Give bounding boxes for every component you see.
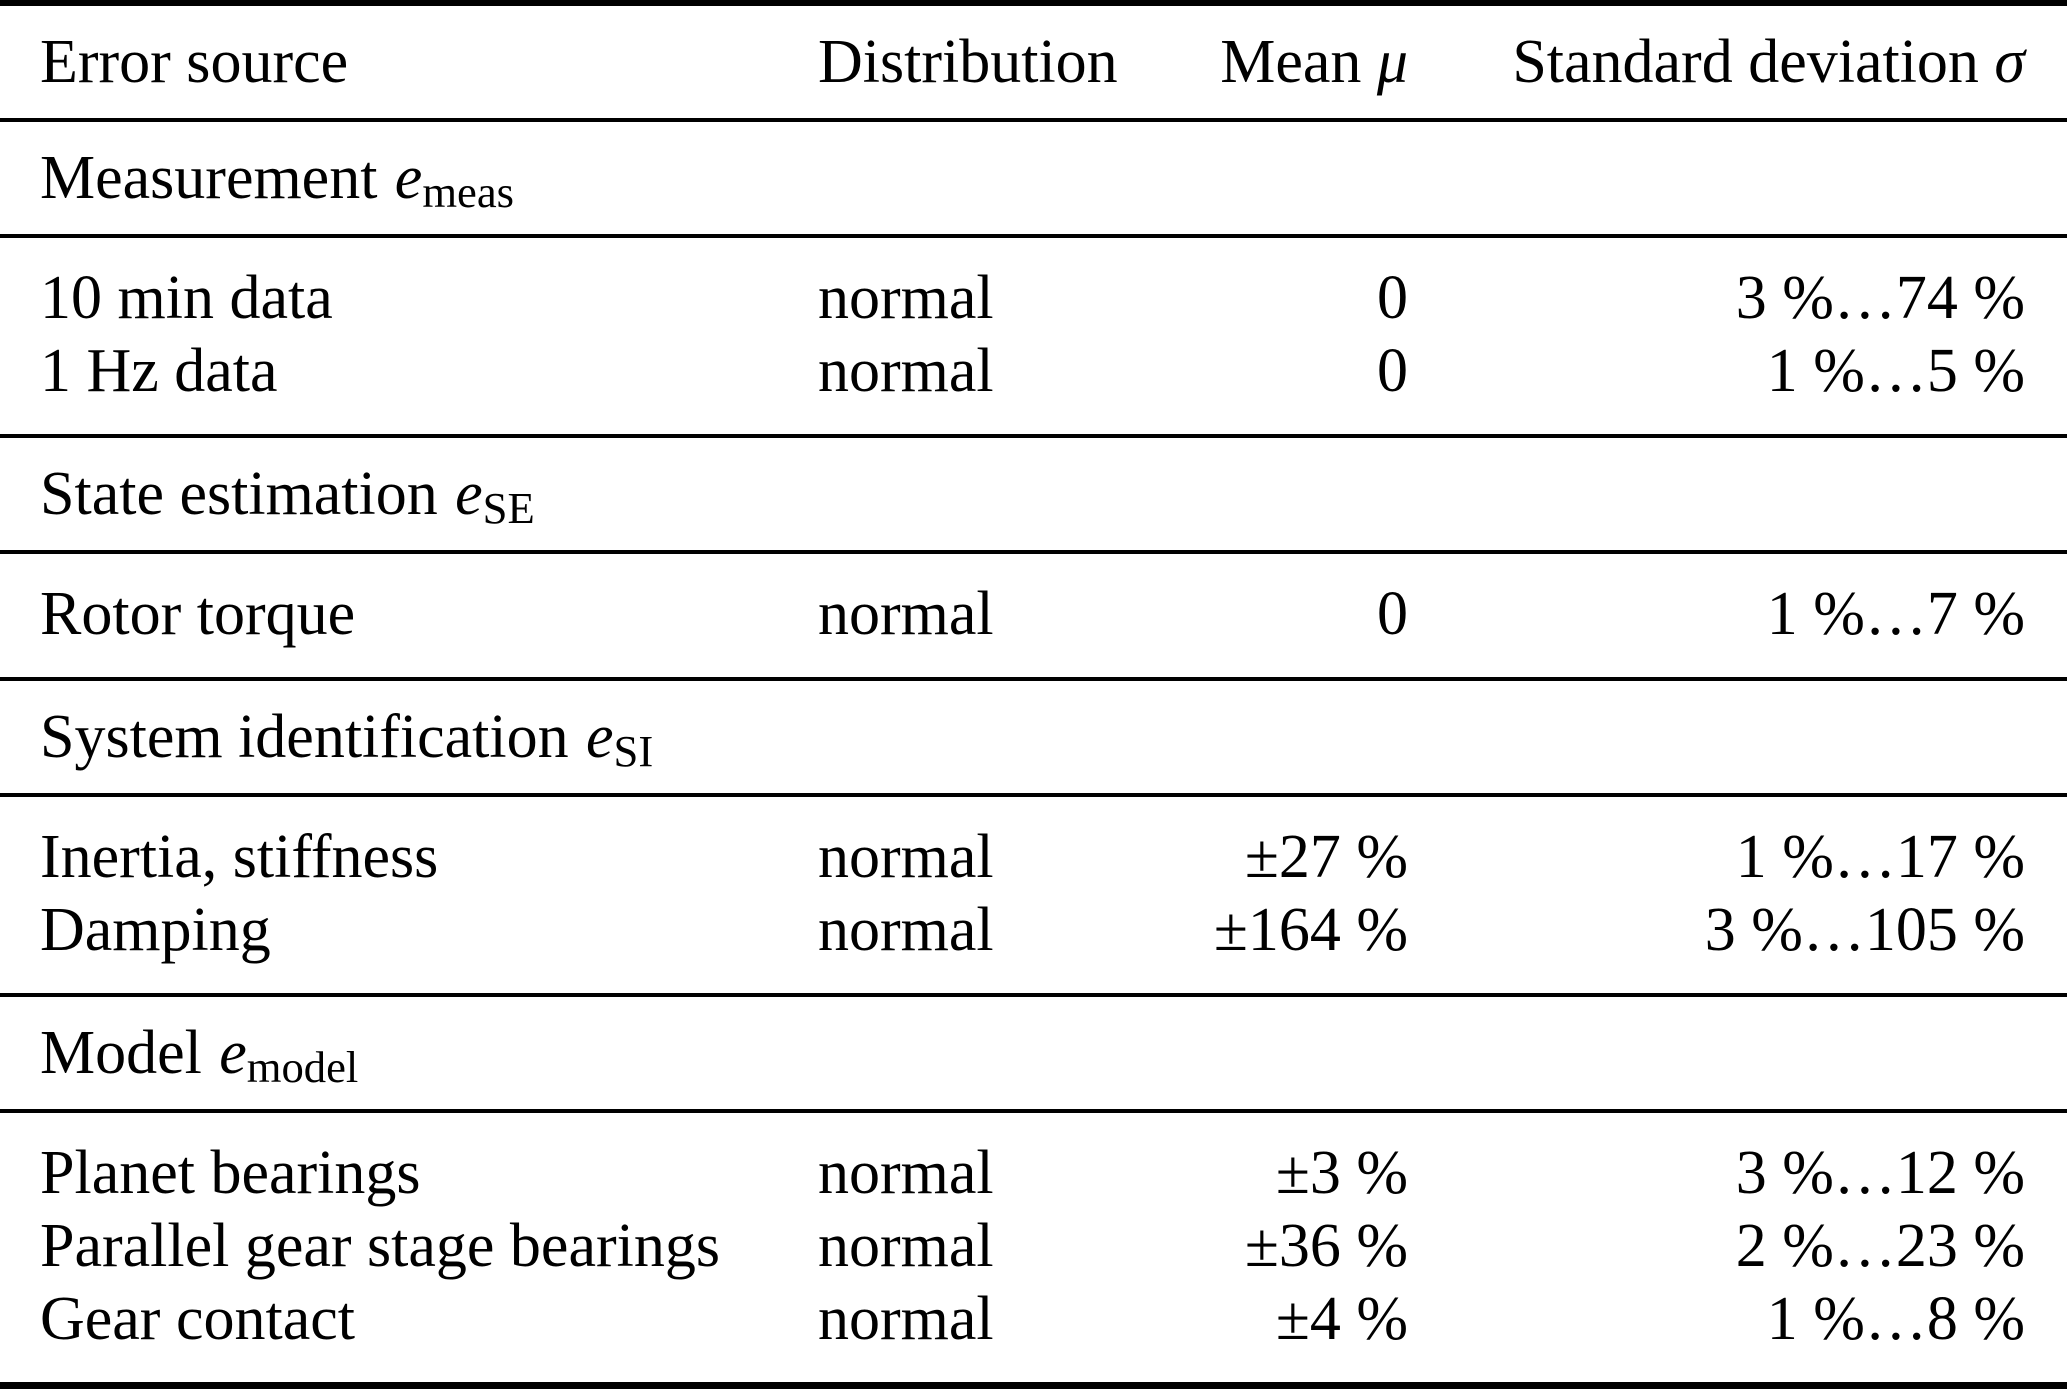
cell-distribution: normal bbox=[818, 823, 994, 891]
cell-std: 2 %…23 % bbox=[1735, 1212, 2025, 1280]
cell-distribution: normal bbox=[818, 896, 994, 964]
cell-distribution: normal bbox=[818, 1212, 994, 1280]
section-title-text: Measurement bbox=[40, 143, 378, 212]
error-symbol: e bbox=[394, 143, 423, 212]
column-header-label: Distribution bbox=[818, 27, 1118, 96]
cell-std: 1 %…5 % bbox=[1766, 337, 2025, 405]
cell-error-source: Parallel gear stage bearings bbox=[40, 1212, 720, 1280]
table-row: Rotor torque normal 0 1 %…7 % bbox=[0, 578, 2067, 651]
table-row: Gear contact normal ±4 % 1 %…8 % bbox=[0, 1283, 2067, 1356]
section-title: System identification eSI bbox=[40, 702, 654, 777]
cell-std: 3 %…105 % bbox=[1704, 896, 2025, 964]
header-bottom-rule bbox=[0, 118, 2067, 122]
sigma-symbol: σ bbox=[1994, 27, 2025, 96]
section-rule bbox=[0, 550, 2067, 554]
section-title-text: State estimation bbox=[40, 459, 438, 528]
cell-mean: 0 bbox=[1377, 264, 1408, 332]
section-header: System identification eSI bbox=[0, 681, 2067, 793]
error-symbol-subscript: SI bbox=[613, 726, 654, 777]
column-header-label: Standard deviation bbox=[1512, 27, 1979, 96]
cell-error-source: 10 min data bbox=[40, 264, 333, 332]
cell-error-source: Gear contact bbox=[40, 1285, 355, 1353]
section-title-text: Model bbox=[40, 1018, 202, 1087]
cell-error-source: Inertia, stiffness bbox=[40, 823, 439, 891]
cell-error-source: Damping bbox=[40, 896, 271, 964]
cell-mean: ±36 % bbox=[1244, 1212, 1408, 1280]
cell-distribution: normal bbox=[818, 1285, 994, 1353]
section-rule bbox=[0, 434, 2067, 438]
error-symbol-subscript: SE bbox=[482, 483, 535, 534]
data-band: 10 min data normal 0 3 %…74 % 1 Hz data norma… bbox=[0, 238, 2067, 434]
table-row: Inertia, stiffness normal ±27 % 1 %…17 % bbox=[0, 821, 2067, 894]
table-row: Parallel gear stage bearings normal ±36 % 2… bbox=[0, 1210, 2067, 1283]
cell-mean: 0 bbox=[1377, 580, 1408, 648]
cell-distribution: normal bbox=[818, 1139, 994, 1207]
data-band: Rotor torque normal 0 1 %…7 % bbox=[0, 554, 2067, 677]
column-header-mean: Mean μ bbox=[1138, 27, 1408, 98]
section-rule bbox=[0, 793, 2067, 797]
cell-error-source: Planet bearings bbox=[40, 1139, 421, 1207]
error-symbol-subscript: model bbox=[246, 1042, 359, 1093]
cell-mean: ±4 % bbox=[1275, 1285, 1408, 1353]
cell-distribution: normal bbox=[818, 580, 994, 648]
error-symbol: e bbox=[586, 702, 614, 771]
table-top-rule bbox=[0, 0, 2067, 6]
cell-distribution: normal bbox=[818, 264, 994, 332]
data-band: Planet bearings normal ±3 % 3 %…12 % Paralle… bbox=[0, 1113, 2067, 1382]
section-rule bbox=[0, 1109, 2067, 1113]
cell-error-source: 1 Hz data bbox=[40, 337, 278, 405]
cell-error-source: Rotor torque bbox=[40, 580, 356, 648]
cell-std: 1 %…17 % bbox=[1735, 823, 2025, 891]
section-rule bbox=[0, 677, 2067, 681]
error-symbol: e bbox=[455, 459, 483, 528]
table-row: Damping normal ±164 % 3 %…105 % bbox=[0, 894, 2067, 967]
column-header-distribution: Distribution bbox=[818, 27, 1138, 98]
column-header-label: Mean bbox=[1220, 27, 1362, 96]
table-row: 10 min data normal 0 3 %…74 % bbox=[0, 262, 2067, 335]
section-header: State estimation eSE bbox=[0, 438, 2067, 550]
column-header-label: Error source bbox=[40, 27, 349, 96]
section-rule bbox=[0, 993, 2067, 997]
table-row: 1 Hz data normal 0 1 %…5 % bbox=[0, 335, 2067, 408]
error-symbol: e bbox=[219, 1018, 247, 1087]
cell-mean: ±3 % bbox=[1275, 1139, 1408, 1207]
data-band: Inertia, stiffness normal ±27 % 1 %…17 % Dam… bbox=[0, 797, 2067, 993]
table-header-row: Error source Distribution Mean μ Standard… bbox=[0, 6, 2067, 118]
column-header-std: Standard deviation σ bbox=[1408, 27, 2025, 98]
section-header: Model emodel bbox=[0, 997, 2067, 1109]
section-title: Model emodel bbox=[40, 1018, 359, 1093]
cell-std: 3 %…12 % bbox=[1735, 1139, 2025, 1207]
table-bottom-rule bbox=[0, 1382, 2067, 1389]
cell-std: 1 %…7 % bbox=[1766, 580, 2025, 648]
table-body: Measurement emeas 10 min data normal 0 3 %…74… bbox=[0, 122, 2067, 1389]
cell-mean: ±164 % bbox=[1213, 896, 1408, 964]
cell-mean: ±27 % bbox=[1244, 823, 1408, 891]
section-title: Measurement emeas bbox=[40, 143, 515, 218]
cell-std: 1 %…8 % bbox=[1766, 1285, 2025, 1353]
cell-distribution: normal bbox=[818, 337, 994, 405]
cell-mean: 0 bbox=[1377, 337, 1408, 405]
table-row: Planet bearings normal ±3 % 3 %…12 % bbox=[0, 1137, 2067, 1210]
section-title-text: System identification bbox=[40, 702, 569, 771]
section-header: Measurement emeas bbox=[0, 122, 2067, 234]
section-title: State estimation eSE bbox=[40, 459, 535, 534]
mu-symbol: μ bbox=[1376, 27, 1408, 96]
section-rule bbox=[0, 234, 2067, 238]
error-symbol-subscript: meas bbox=[422, 167, 515, 218]
column-header-error-source: Error source bbox=[40, 27, 818, 98]
cell-std: 3 %…74 % bbox=[1735, 264, 2025, 332]
